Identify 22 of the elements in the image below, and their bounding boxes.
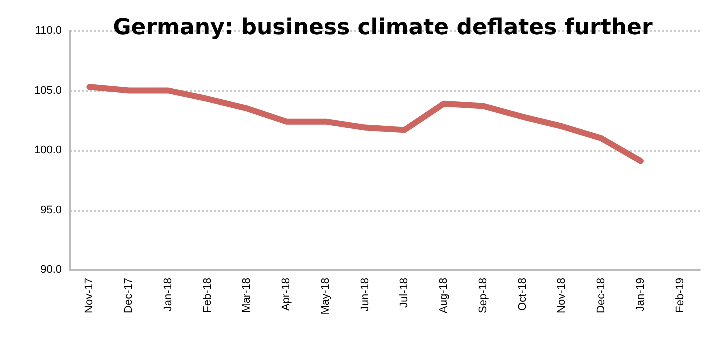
- x-tick-label: Dec-17: [123, 278, 136, 314]
- x-tick-label: Aug-18: [438, 278, 450, 314]
- x-tick-label: Feb-19: [674, 278, 686, 313]
- x-tick-label: Jan-19: [634, 278, 647, 312]
- x-tick-label: Feb-18: [202, 278, 214, 313]
- x-tick-label: Jun-18: [359, 278, 372, 312]
- x-tick-label: Nov-17: [84, 278, 96, 314]
- x-tick-label: Jul-18: [398, 278, 411, 308]
- x-tick-label: Apr-18: [280, 278, 293, 312]
- y-tick-label: 100.0: [34, 144, 62, 156]
- x-tick-label: Dec-18: [596, 278, 608, 314]
- y-tick-label: 95.0: [40, 204, 62, 216]
- chart-title: Germany: business climate deflates further: [113, 16, 653, 40]
- x-tick-label: Sep-18: [477, 278, 490, 314]
- x-tick-label: Nov-18: [556, 278, 568, 314]
- y-tick-label: 105.0: [34, 84, 62, 97]
- x-tick-label: Oct-18: [516, 278, 529, 312]
- x-tick-label: Mar-18: [241, 278, 254, 313]
- y-tick-label: 110.0: [35, 25, 62, 37]
- y-tick-label: 90.0: [40, 264, 62, 276]
- x-tick-label: Jan-18: [162, 278, 174, 312]
- x-tick-label: May-18: [320, 278, 332, 315]
